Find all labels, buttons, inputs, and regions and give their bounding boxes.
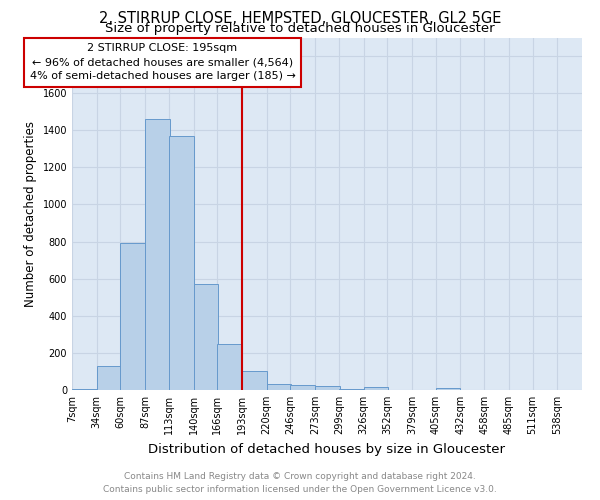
Bar [194,284,218,390]
Bar [266,384,292,390]
Bar [436,388,460,390]
Text: 2, STIRRUP CLOSE, HEMPSTED, GLOUCESTER, GL2 5GE: 2, STIRRUP CLOSE, HEMPSTED, GLOUCESTER, … [99,11,501,26]
Text: Size of property relative to detached houses in Gloucester: Size of property relative to detached ho… [105,22,495,35]
Bar [339,388,364,390]
Y-axis label: Number of detached properties: Number of detached properties [24,120,37,306]
Bar [72,389,97,390]
Bar [121,244,145,390]
Bar [242,371,266,390]
Bar [364,387,388,390]
Bar [169,136,194,390]
Bar [217,344,242,390]
Bar [290,386,315,390]
Bar [97,366,121,390]
Text: 2 STIRRUP CLOSE: 195sqm
← 96% of detached houses are smaller (4,564)
4% of semi-: 2 STIRRUP CLOSE: 195sqm ← 96% of detache… [29,43,295,81]
Bar [145,119,170,390]
Bar [315,386,340,390]
X-axis label: Distribution of detached houses by size in Gloucester: Distribution of detached houses by size … [149,442,505,456]
Text: Contains HM Land Registry data © Crown copyright and database right 2024.
Contai: Contains HM Land Registry data © Crown c… [103,472,497,494]
